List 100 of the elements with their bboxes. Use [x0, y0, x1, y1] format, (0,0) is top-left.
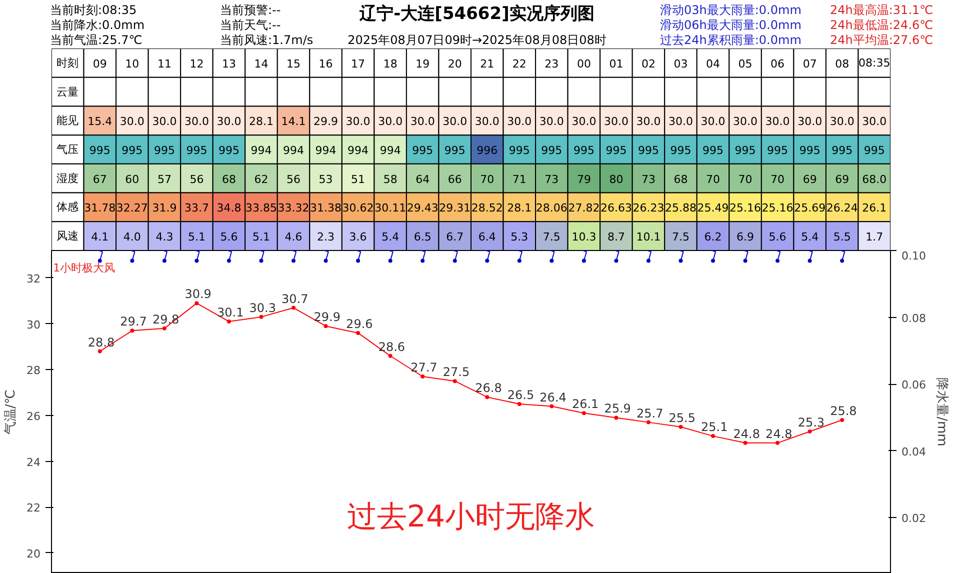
data-label: 24.8	[733, 426, 760, 441]
data-label: 31.9	[152, 202, 177, 215]
data-label: 28.06	[536, 202, 568, 215]
data-label: 1.7	[866, 230, 884, 244]
data-label: 30.0	[216, 115, 242, 128]
data-label: 5.1	[188, 230, 206, 244]
data-label: 995	[444, 144, 466, 157]
y-tick-label: 湿度	[56, 172, 79, 185]
data-label: 30.62	[342, 202, 374, 215]
data-label: 64	[416, 172, 430, 186]
x-tick-label: 04	[706, 57, 720, 70]
data-label: 25.7	[636, 406, 664, 420]
data-label: 6.9	[736, 230, 754, 244]
data-label: 30.11	[374, 202, 406, 215]
data-label: 30.0	[442, 115, 468, 128]
point	[550, 404, 554, 408]
data-label: 60	[125, 172, 140, 186]
data-label: 30.0	[862, 115, 887, 128]
y2-tick-label: 0.06	[902, 378, 926, 392]
text: 24h最高温:31.1℃	[830, 2, 934, 19]
data-label: 29.43	[406, 202, 438, 215]
data-label: 30.0	[184, 115, 209, 128]
x-tick-label: 01	[609, 57, 624, 70]
y-tick-label: 22	[26, 502, 41, 515]
point	[840, 418, 844, 422]
x-tick-label: 21	[480, 57, 494, 70]
x-tick-label: 02	[641, 57, 656, 70]
data-label: 994	[315, 144, 336, 157]
data-label: 5.6	[768, 230, 786, 244]
x-tick-label: 08	[835, 57, 850, 70]
data-label: 30.0	[474, 115, 500, 128]
data-label: 30.0	[733, 115, 758, 128]
point	[420, 374, 425, 378]
data-label: 56	[190, 172, 204, 186]
x-axis-title: 时刻	[56, 56, 79, 70]
data-label: 51	[351, 172, 366, 186]
x-tick-label: 05	[738, 57, 752, 70]
data-label: 4.6	[284, 230, 302, 244]
text: 当前天气:--	[220, 17, 281, 34]
y-tick-label: 风速	[56, 230, 79, 243]
data-label: 30.0	[700, 115, 726, 128]
point	[356, 330, 360, 335]
text: 滑动03h最大雨量:0.0mm	[660, 2, 802, 19]
data-label: 30.0	[507, 115, 532, 128]
data-label: 994	[283, 144, 304, 157]
data-label: 6.5	[414, 230, 432, 244]
data-label: 5.4	[801, 230, 819, 244]
data-label: 70	[706, 172, 720, 186]
data-label: 995	[702, 144, 724, 157]
data-label: 28.1	[507, 202, 532, 215]
data-label: 6.7	[446, 230, 464, 244]
annotation: 过去24小时无降水	[346, 500, 596, 535]
data-label: 30.0	[539, 115, 564, 128]
point	[194, 301, 199, 306]
data-label: 31.38	[310, 202, 342, 215]
data-label: 5.6	[220, 230, 238, 244]
point	[678, 424, 683, 429]
data-label: 995	[412, 144, 434, 157]
point	[259, 314, 264, 319]
y-tick-label: 20	[26, 547, 41, 560]
x-tick-label: 06	[770, 57, 785, 70]
data-label: 5.1	[252, 230, 270, 244]
point	[743, 440, 748, 445]
data-label: 4.0	[123, 230, 141, 244]
point	[388, 354, 392, 358]
data-label: 56	[286, 172, 301, 186]
x-tick-label: 15	[286, 57, 301, 70]
data-label: 30.1	[216, 306, 244, 320]
data-label: 995	[218, 144, 240, 157]
data-label: 995	[154, 144, 175, 157]
data-label: 30.0	[346, 115, 370, 128]
data-label: 53	[318, 172, 333, 186]
data-label: 69	[802, 172, 817, 186]
data-label: 70	[480, 172, 494, 186]
text: 24h平均温:27.6℃	[830, 32, 934, 49]
data-label: 25.16	[762, 202, 794, 215]
data-label: 995	[799, 144, 820, 157]
data-label: 68.0	[862, 172, 887, 186]
x-tick-label: 17	[351, 57, 366, 70]
chart-subtitle: 2025年08月07日09时→2025年08月08日08时	[348, 33, 606, 47]
data-label: 33.32	[278, 202, 310, 215]
data-label: 33.7	[184, 202, 209, 215]
text: 24h最低温:24.6℃	[830, 17, 934, 34]
data-label: 994	[348, 144, 369, 157]
data-label: 10.1	[636, 230, 661, 244]
data-label: 6.2	[704, 230, 722, 244]
data-label: 25.69	[794, 202, 826, 215]
data-label: 995	[573, 144, 594, 157]
data-label: 5.5	[833, 230, 851, 244]
data-label: 995	[767, 144, 788, 157]
data-label: 995	[89, 144, 110, 157]
data-label: 66	[448, 172, 462, 186]
data-label: 30.3	[249, 300, 276, 315]
chart-title: 辽宁-大连[54662]实况序列图	[360, 4, 594, 24]
data-label: 79	[576, 172, 591, 186]
data-label: 30.0	[604, 115, 628, 128]
point	[485, 395, 490, 400]
text: 当前气温:25.7℃	[50, 32, 142, 49]
x-tick-label: 03	[674, 57, 688, 70]
data-label: 26.1	[572, 397, 599, 412]
